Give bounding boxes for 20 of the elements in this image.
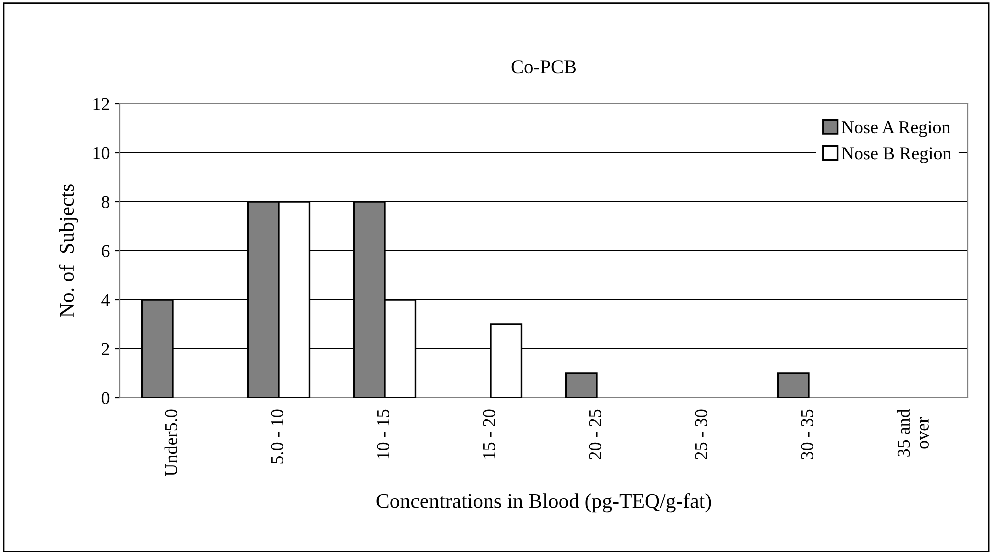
legend-label: Nose B Region [842,148,952,164]
x-axis-title: Concentrations in Blood (pg-TEQ/g-fat) [376,493,712,513]
x-tick-label: Under5.0 [164,410,178,476]
y-tick-label: 2 [102,343,110,356]
x-tick-label: 15 - 20 [483,410,496,459]
x-tick-label: 25 - 30 [695,410,708,460]
x-tick-label: 20 - 25 [589,410,602,460]
y-tick-label: 0 [102,392,110,404]
x-tick-label: 10 - 15 [377,410,390,459]
x-tick-label: 35 and over [897,409,929,457]
legend-label: Nose A Region [842,121,950,138]
x-tick-label: 30 - 35 [801,410,814,460]
y-tick-label: 6 [102,245,110,258]
y-tick-label: 4 [102,294,110,306]
y-tick-label: 12 [94,98,110,110]
y-axis-title: No. of Subjects [59,184,78,318]
x-tick-label: 5.0 - 10 [271,410,284,464]
chart-title: Co-PCB [512,60,576,74]
y-tick-label: 8 [102,196,110,208]
y-tick-label: 10 [94,147,110,160]
